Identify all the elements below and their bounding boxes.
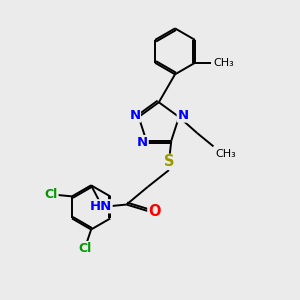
Text: O: O [148,203,161,218]
Text: CH₃: CH₃ [214,58,234,68]
Text: N: N [137,136,148,148]
Text: CH₃: CH₃ [216,149,237,159]
Text: Cl: Cl [79,242,92,254]
Text: N: N [129,109,140,122]
Text: N: N [177,109,188,122]
Text: Cl: Cl [45,188,58,201]
Text: HN: HN [90,200,112,213]
Text: S: S [164,154,174,169]
